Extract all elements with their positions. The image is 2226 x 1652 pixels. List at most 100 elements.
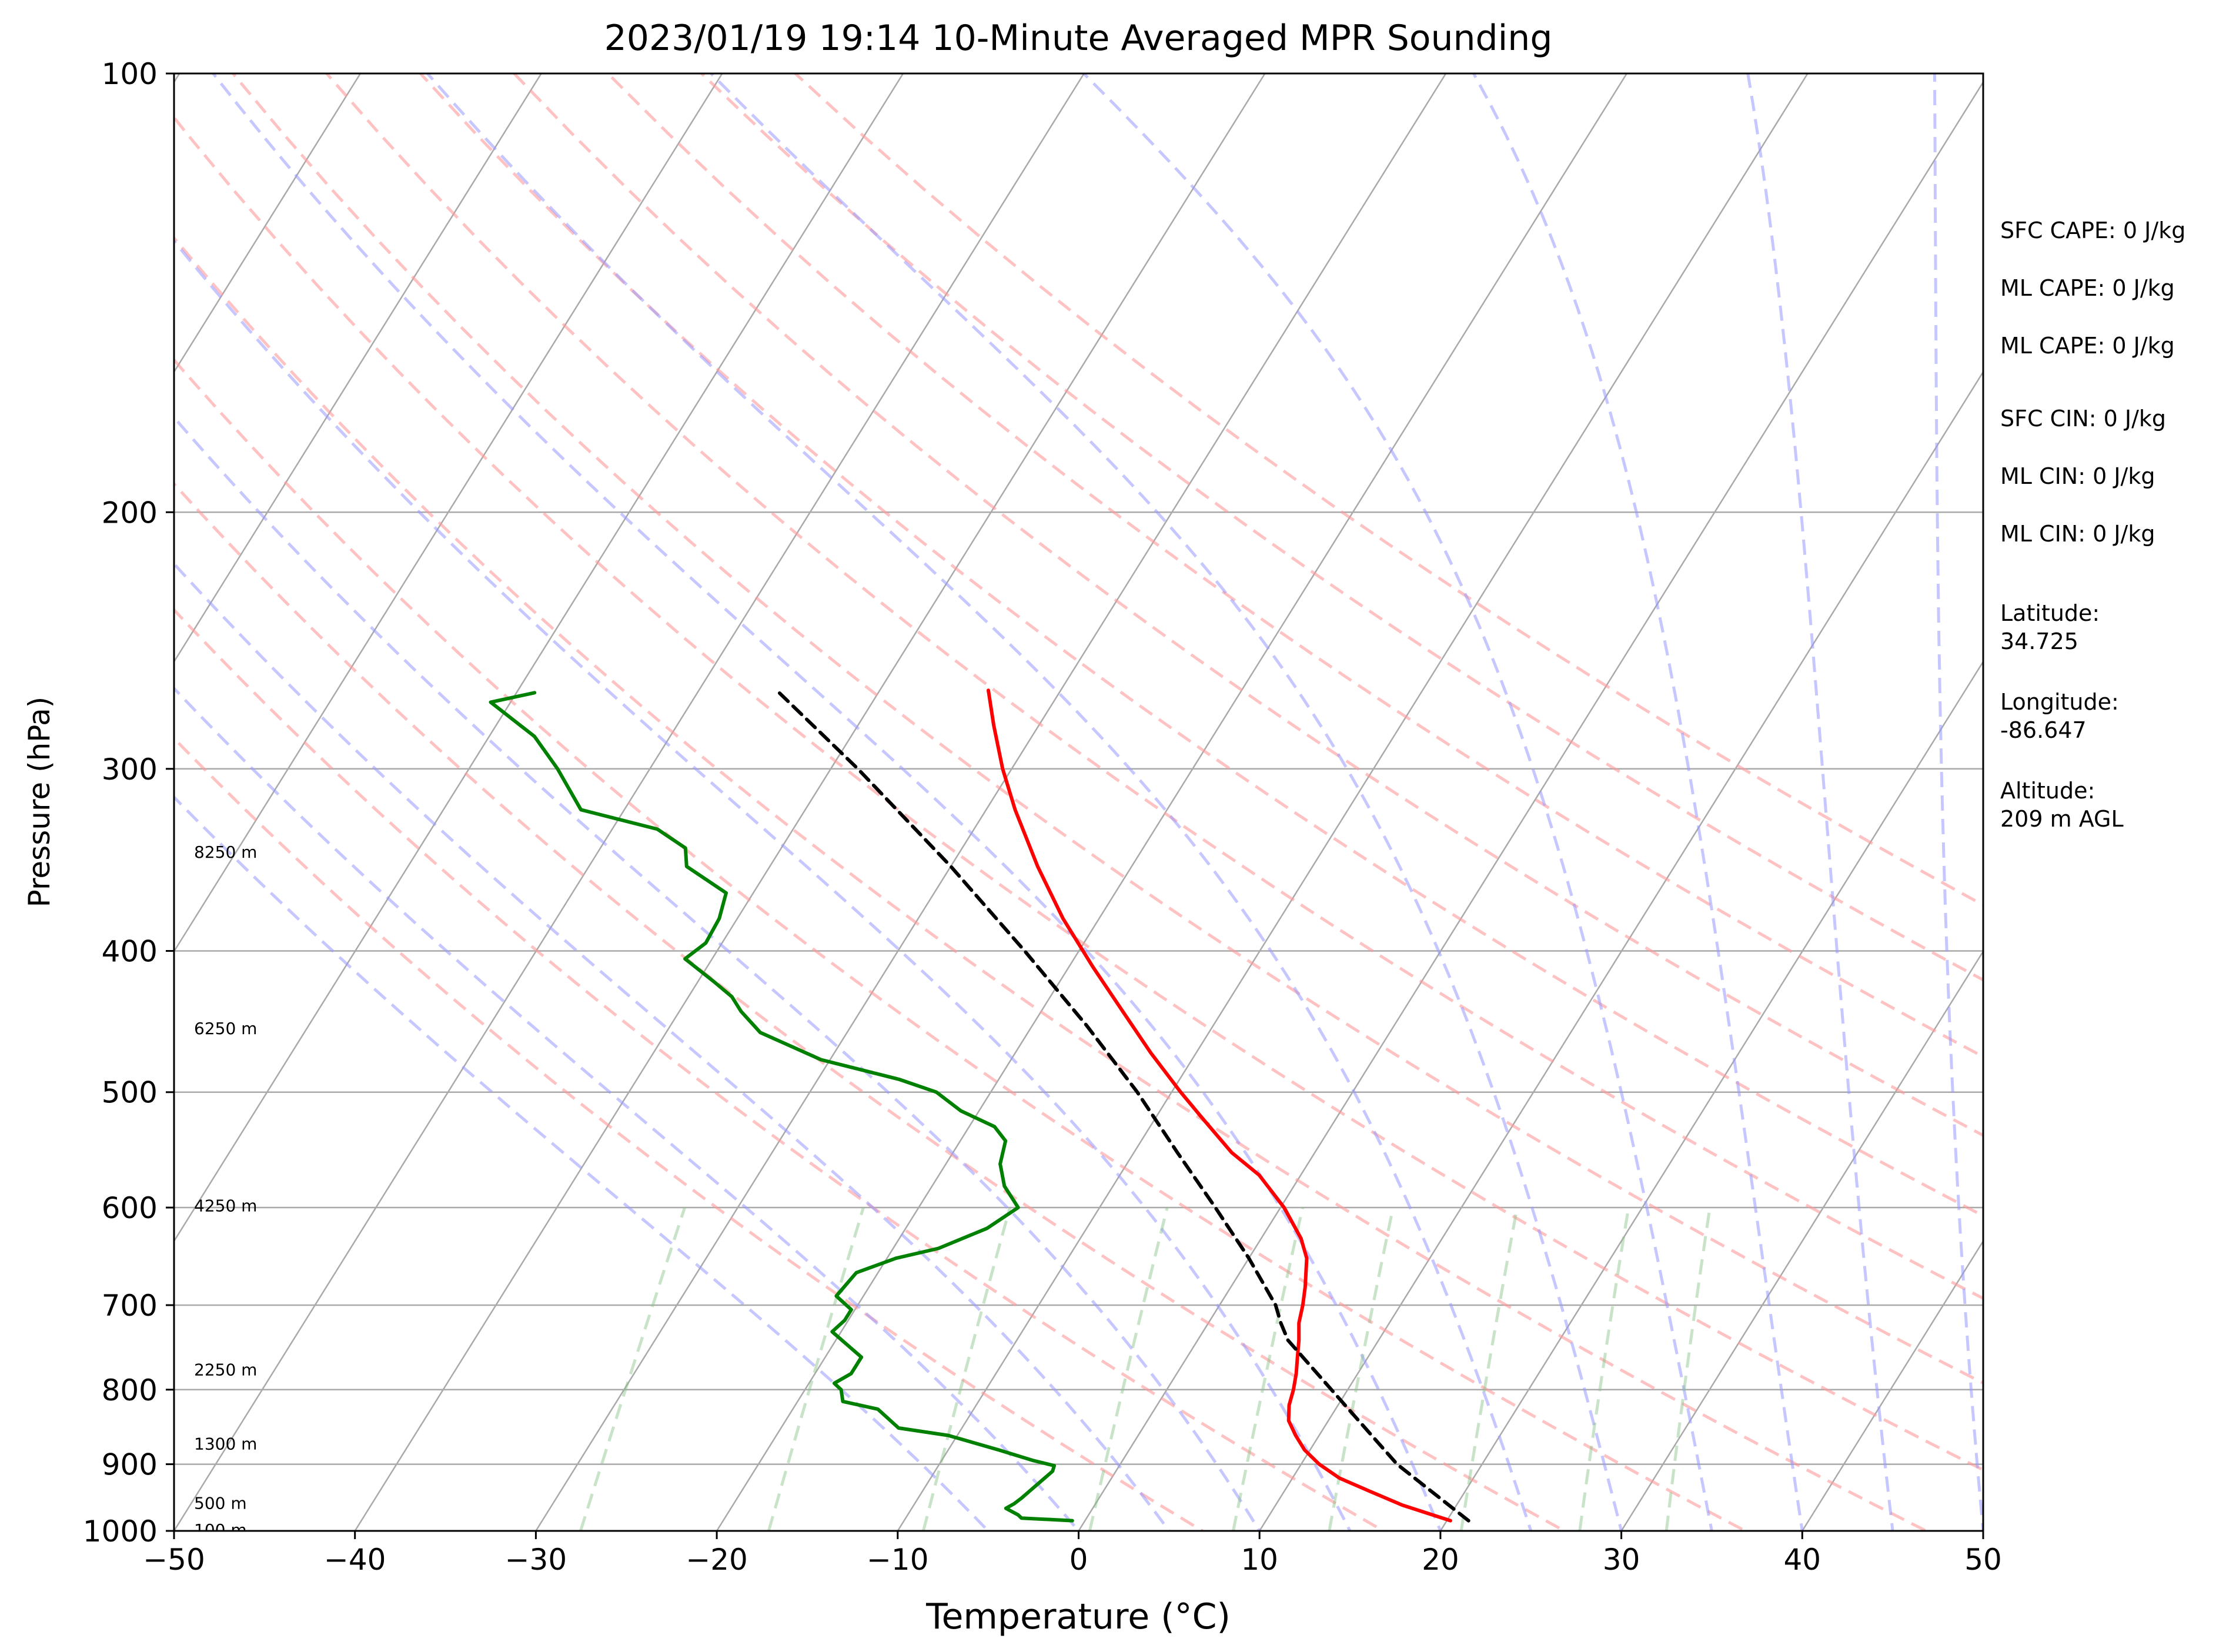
y-axis-label: Pressure (hPa) [22, 697, 56, 908]
isotherm-line [1078, 81, 1983, 1531]
height-label: 100 m [194, 1520, 247, 1540]
ml-cin-text-2: ML CIN: 0 J/kg [2000, 521, 2155, 547]
y-tick-label: 900 [102, 1448, 158, 1482]
isotherm-line [716, 73, 1627, 1531]
height-label: 1300 m [194, 1434, 257, 1453]
ml-cin-text: ML CIN: 0 J/kg [2000, 463, 2155, 489]
moist-adiabat-line [174, 239, 1352, 1531]
dry-adiabat-line [174, 607, 1387, 1531]
y-tick-label: 700 [102, 1289, 158, 1323]
dry-adiabat-line [174, 481, 1567, 1531]
moist-adiabat-line [425, 73, 1533, 1531]
height-label: 500 m [194, 1494, 247, 1513]
longitude-text: Longitude: -86.647 [2000, 689, 2119, 743]
x-tick-label: −20 [686, 1543, 748, 1577]
moist-adiabat-line [174, 561, 1171, 1531]
y-tick-label: 100 [102, 57, 158, 91]
mixing-ratio-line [1088, 1207, 1169, 1531]
dry-adiabat-line [174, 115, 1983, 1472]
x-tick-label: 50 [1964, 1543, 2002, 1577]
dry-adiabat-line [607, 73, 1983, 1059]
mixing-ratio-line [579, 1207, 686, 1531]
y-tick-label: 500 [102, 1076, 158, 1110]
y-tick-label: 800 [102, 1373, 158, 1407]
y-tick-label: 600 [102, 1191, 158, 1225]
x-tick-label: −30 [505, 1543, 567, 1577]
dry-adiabat-line [794, 73, 1983, 907]
moist-adiabat-line [708, 73, 1623, 1531]
parcel-profile-line [775, 688, 1470, 1523]
sfc-cape-text: SFC CAPE: 0 J/kg [2000, 218, 2186, 243]
isotherm-line [1439, 660, 1983, 1531]
x-tick-label: −40 [324, 1543, 386, 1577]
y-tick-label: 1000 [83, 1514, 158, 1549]
isotherm-line [1801, 1239, 1983, 1531]
x-tick-label: 20 [1422, 1543, 1459, 1577]
chart-title: 2023/01/19 19:14 10-Minute Averaged MPR … [604, 18, 1553, 59]
temperature-profile-line [987, 688, 1452, 1523]
height-label: 6250 m [194, 1019, 257, 1038]
mixing-ratio-line [1665, 1207, 1712, 1531]
ml-cape-text-2: ML CAPE: 0 J/kg [2000, 333, 2175, 359]
height-label: 2250 m [194, 1360, 257, 1380]
moist-adiabat-line [1081, 73, 1713, 1531]
x-axis-ticks: −50 −40 −30 −20 −10 0 10 20 30 40 50 [143, 1531, 2002, 1577]
moist-adiabat-line [1746, 73, 1894, 1531]
x-tick-label: 30 [1603, 1543, 1640, 1577]
isotherm-line [174, 73, 904, 1243]
height-label: 8250 m [194, 842, 257, 862]
isotherm-line [897, 73, 1809, 1531]
x-axis-label: Temperature (°C) [925, 1596, 1231, 1637]
mixing-ratio-line [1328, 1207, 1395, 1531]
y-tick-label: 300 [102, 753, 158, 787]
sfc-cin-text: SFC CIN: 0 J/kg [2000, 406, 2167, 432]
isobar-gridlines [174, 73, 1983, 1531]
isotherm-line [1259, 370, 1983, 1531]
dry-adiabat-line [174, 736, 1206, 1531]
moist-adiabat-line [1472, 73, 1804, 1531]
moist-adiabat-line [1933, 73, 1983, 1531]
moist-adiabat-line [211, 73, 1442, 1531]
height-label: 4250 m [194, 1196, 257, 1215]
mixing-ratio-lines [579, 1207, 1712, 1531]
plot-area: 100 m 500 m 1300 m 2250 m 4250 m 6250 m 8250 m [174, 73, 1983, 1540]
x-tick-label: 40 [1783, 1543, 1821, 1577]
ml-cape-text: ML CAPE: 0 J/kg [2000, 275, 2175, 301]
dry-adiabat-line [419, 73, 1983, 1218]
dry-adiabat-line [174, 235, 1930, 1531]
y-axis-ticks: 1000 900 800 700 600 500 400 300 200 100 [83, 57, 174, 1549]
latitude-text: Latitude: 34.725 [2000, 600, 2100, 654]
isotherm-line [1620, 949, 1983, 1531]
x-tick-label: −10 [867, 1543, 929, 1577]
dry-adiabat-line [513, 73, 1983, 1137]
sounding-profiles [489, 688, 1470, 1523]
altitude-text: Altitude: 209 m AGL [2000, 778, 2124, 832]
isotherm-line [354, 73, 1266, 1531]
mixing-ratio-line [1459, 1207, 1519, 1531]
dry-adiabat-line [174, 357, 1749, 1531]
mixing-ratio-line [767, 1207, 865, 1531]
moist-adiabats [174, 73, 1983, 1531]
moist-adiabat-line [174, 795, 991, 1531]
x-tick-label: 0 [1069, 1543, 1088, 1577]
x-tick-label: 10 [1241, 1543, 1278, 1577]
mixing-ratio-line [1578, 1207, 1630, 1531]
isotherm-line [174, 73, 723, 953]
y-tick-label: 200 [102, 496, 158, 530]
mixing-ratio-line [1232, 1207, 1305, 1531]
y-tick-label: 400 [102, 935, 158, 969]
dry-adiabats [174, 73, 1983, 1531]
moist-adiabat-line [174, 686, 1081, 1531]
isotherm-line [535, 73, 1447, 1531]
plot-frame [173, 72, 1984, 1532]
isotherm-lines [174, 73, 1983, 1531]
isotherm-line [174, 73, 542, 663]
moist-adiabat-line [174, 415, 1262, 1531]
x-tick-label: −50 [143, 1543, 205, 1577]
isotherm-line [174, 73, 361, 373]
dry-adiabat-line [232, 73, 1983, 1385]
dewpoint-profile-line [489, 691, 1074, 1523]
mixing-ratio-line [921, 1207, 1012, 1531]
height-labels: 100 m 500 m 1300 m 2250 m 4250 m 6250 m 8250 m [194, 842, 257, 1540]
